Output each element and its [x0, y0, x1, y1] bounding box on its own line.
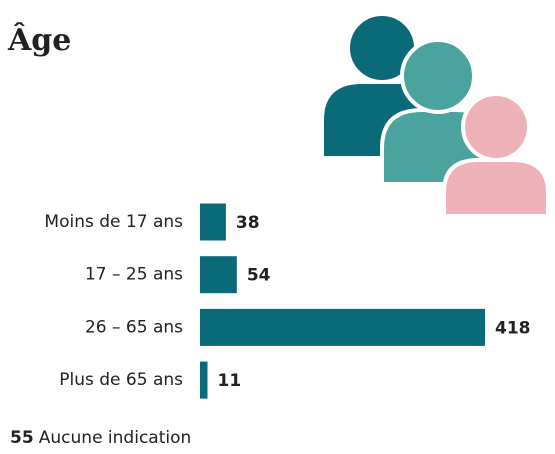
category-label: 26 – 65 ans [85, 317, 183, 337]
bar [200, 203, 226, 241]
category-label: 17 – 25 ans [85, 265, 183, 285]
people-icon [320, 12, 550, 218]
chart-title: Âge [7, 22, 71, 58]
note-label: Aucune indication [39, 428, 192, 448]
bar [200, 256, 237, 294]
bar [200, 361, 208, 399]
value-label: 11 [218, 371, 242, 391]
category-label: Moins de 17 ans [44, 212, 183, 232]
value-label: 38 [236, 213, 260, 233]
value-label: 418 [495, 318, 531, 338]
bar [200, 308, 485, 346]
value-label: 54 [247, 266, 271, 286]
category-label: Plus de 65 ans [59, 370, 183, 390]
note: 55 Aucune indication [10, 428, 191, 449]
note-value: 55 [10, 428, 34, 448]
